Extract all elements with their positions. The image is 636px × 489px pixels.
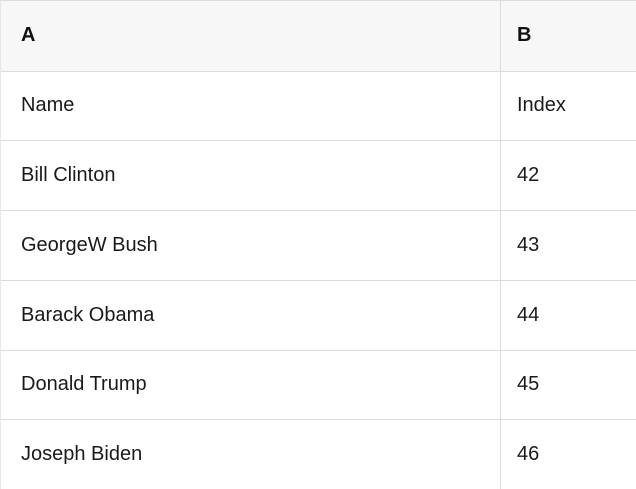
cell-b-row-2[interactable]: 43 [517, 233, 540, 256]
cell-b-row-5[interactable]: 46 [517, 443, 540, 466]
cell-a-row-0[interactable]: Name [1, 71, 501, 141]
cell-a-row-3[interactable]: Barack Obama [1, 280, 501, 350]
table-row: Donald Trump 45 [1, 350, 636, 421]
cell-b-row-4[interactable]: 45 [517, 373, 540, 396]
table-row: Joseph Biden 46 [1, 420, 636, 489]
cell-b-row-3[interactable]: 44 [517, 303, 540, 326]
cell-a-row-5[interactable]: Joseph Biden [1, 420, 501, 489]
cell-a-row-2[interactable]: GeorgeW Bush [1, 211, 501, 280]
table-row: Name Index [1, 71, 636, 142]
header-row: A B [1, 1, 636, 72]
table-row: GeorgeW Bush 43 [1, 211, 636, 281]
table-row: Barack Obama 44 [1, 280, 636, 351]
cell-a-row-1[interactable]: Bill Clinton [1, 141, 501, 211]
cell-b-row-1[interactable]: 42 [517, 164, 540, 187]
cell-b-row-0[interactable]: Index [517, 94, 566, 117]
table-body: Name Index Bill Clinton 42 GeorgeW Bush 43 Bar… [1, 71, 636, 489]
table-row: Bill Clinton 42 [1, 141, 636, 212]
column-header-a[interactable]: A [1, 1, 501, 71]
column-header-b[interactable]: B [517, 24, 532, 47]
cell-a-row-4[interactable]: Donald Trump [1, 350, 501, 420]
